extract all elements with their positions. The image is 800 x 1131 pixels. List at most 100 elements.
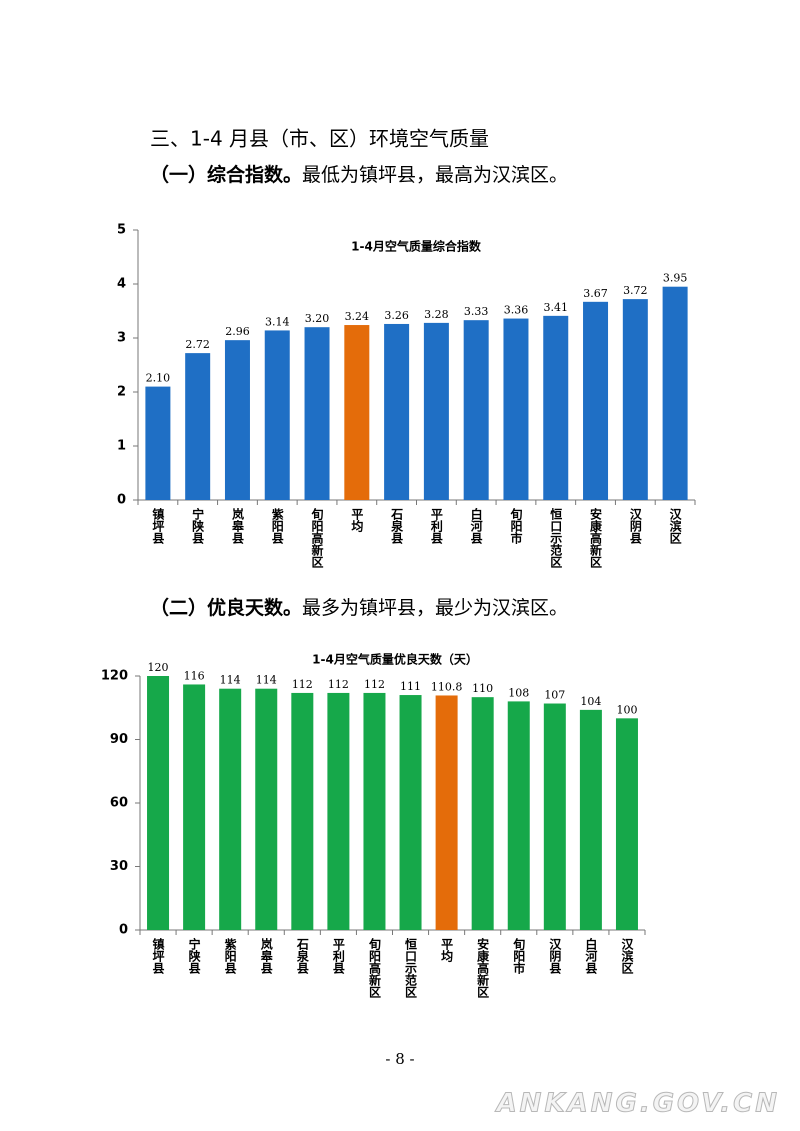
bar xyxy=(622,299,648,500)
bar xyxy=(304,327,330,500)
value-label: 111 xyxy=(400,680,421,693)
bar xyxy=(543,703,566,930)
value-label: 3.95 xyxy=(663,272,688,285)
bar xyxy=(507,701,530,930)
x-tick-label: 石泉县 xyxy=(390,508,404,545)
section-line: （二）优良天数。最多为镇坪县，最少为汉滨区。 xyxy=(150,596,568,619)
y-tick-label: 5 xyxy=(117,223,126,238)
y-tick-label: 3 xyxy=(117,331,126,346)
x-tick-label: 石泉县 xyxy=(295,938,309,975)
bar xyxy=(344,325,370,500)
bar xyxy=(384,323,410,500)
value-label: 3.33 xyxy=(464,305,489,318)
bar xyxy=(183,684,206,930)
x-tick-label: 恒口示范区 xyxy=(549,507,563,569)
value-label: 112 xyxy=(292,678,313,691)
y-tick-label: 120 xyxy=(101,669,128,684)
x-tick-label: 恒口示范区 xyxy=(404,937,418,999)
value-label: 3.41 xyxy=(544,301,569,314)
bar xyxy=(147,676,170,930)
bar xyxy=(145,386,171,500)
value-label: 3.67 xyxy=(583,287,608,300)
value-label: 3.36 xyxy=(504,304,529,317)
value-label: 104 xyxy=(580,695,601,708)
bar xyxy=(327,692,350,930)
bar xyxy=(255,688,278,930)
bar xyxy=(399,695,422,930)
chart-title: 1-4月空气质量优良天数（天） xyxy=(312,652,478,667)
bar xyxy=(224,340,250,500)
value-label: 112 xyxy=(328,678,349,691)
y-tick-label: 2 xyxy=(117,385,126,400)
x-tick-label: 岚皋县 xyxy=(259,937,273,975)
value-label: 3.26 xyxy=(384,309,409,322)
x-tick-label: 紫阳县 xyxy=(270,507,284,545)
value-label: 107 xyxy=(544,689,565,702)
y-tick-label: 4 xyxy=(117,277,126,292)
bar xyxy=(543,315,569,500)
x-tick-label: 宁陕县 xyxy=(191,507,205,545)
x-tick-label: 岚皋县 xyxy=(230,507,244,545)
x-tick-label: 镇坪县 xyxy=(151,507,165,545)
section-label: （一）综合指数。 xyxy=(150,163,302,186)
value-label: 2.10 xyxy=(146,372,171,385)
y-tick-label: 30 xyxy=(110,859,128,874)
x-tick-label: 汉阴县 xyxy=(548,937,562,975)
x-tick-label: 安康高新区 xyxy=(589,507,603,569)
y-tick-label: 90 xyxy=(110,732,128,747)
bar xyxy=(435,695,458,930)
bar xyxy=(363,692,386,930)
value-label: 110 xyxy=(472,682,493,695)
x-tick-label: 汉滨区 xyxy=(668,507,682,545)
x-tick-label: 镇坪县 xyxy=(151,937,165,975)
value-label: 108 xyxy=(508,686,529,699)
chart-title: 1-4月空气质量综合指数 xyxy=(351,239,482,254)
x-tick-label: 汉滨区 xyxy=(620,937,634,975)
y-tick-label: 0 xyxy=(119,923,128,938)
bar xyxy=(662,286,688,500)
value-label: 3.24 xyxy=(345,310,370,323)
bar xyxy=(503,318,529,500)
section-text: 最低为镇坪县，最高为汉滨区。 xyxy=(302,164,568,186)
x-tick-label: 旬阳高新区 xyxy=(367,937,381,999)
bar xyxy=(471,697,494,930)
x-tick-label: 平均 xyxy=(350,508,364,533)
bar xyxy=(579,709,602,930)
x-tick-label: 旬阳高新区 xyxy=(310,507,324,569)
section-label: （二）优良天数。 xyxy=(150,596,302,619)
value-label: 120 xyxy=(148,661,169,674)
value-label: 110.8 xyxy=(431,680,463,693)
x-tick-label: 汉阴县 xyxy=(628,507,642,545)
bar xyxy=(583,301,609,500)
watermark: ANKANG.GOV.CN xyxy=(495,1089,780,1119)
heading: 三、1-4 月县（市、区）环境空气质量 xyxy=(150,127,489,151)
bar xyxy=(185,353,211,500)
y-tick-label: 0 xyxy=(117,493,126,508)
bar xyxy=(615,718,638,930)
bar xyxy=(264,330,290,500)
x-tick-label: 平均 xyxy=(440,938,454,963)
bar xyxy=(219,688,242,930)
section-text: 最多为镇坪县，最少为汉滨区。 xyxy=(302,597,568,619)
value-label: 3.72 xyxy=(623,284,648,297)
value-label: 3.20 xyxy=(305,312,330,325)
x-tick-label: 平利县 xyxy=(331,938,345,975)
value-label: 2.72 xyxy=(185,338,210,351)
value-label: 100 xyxy=(616,703,637,716)
bar xyxy=(291,692,314,930)
value-label: 114 xyxy=(256,674,277,687)
x-tick-label: 紫阳县 xyxy=(223,937,237,975)
x-tick-label: 旬阳市 xyxy=(509,507,523,545)
x-tick-label: 安康高新区 xyxy=(476,937,490,999)
value-label: 116 xyxy=(184,669,205,682)
y-tick-label: 60 xyxy=(110,796,128,811)
value-label: 3.28 xyxy=(424,308,449,321)
bar xyxy=(423,322,449,500)
x-tick-label: 白河县 xyxy=(469,507,483,545)
x-tick-label: 宁陕县 xyxy=(187,937,201,975)
section-line: （一）综合指数。最低为镇坪县，最高为汉滨区。 xyxy=(150,163,568,186)
bar xyxy=(463,320,489,500)
value-label: 2.96 xyxy=(225,325,250,338)
